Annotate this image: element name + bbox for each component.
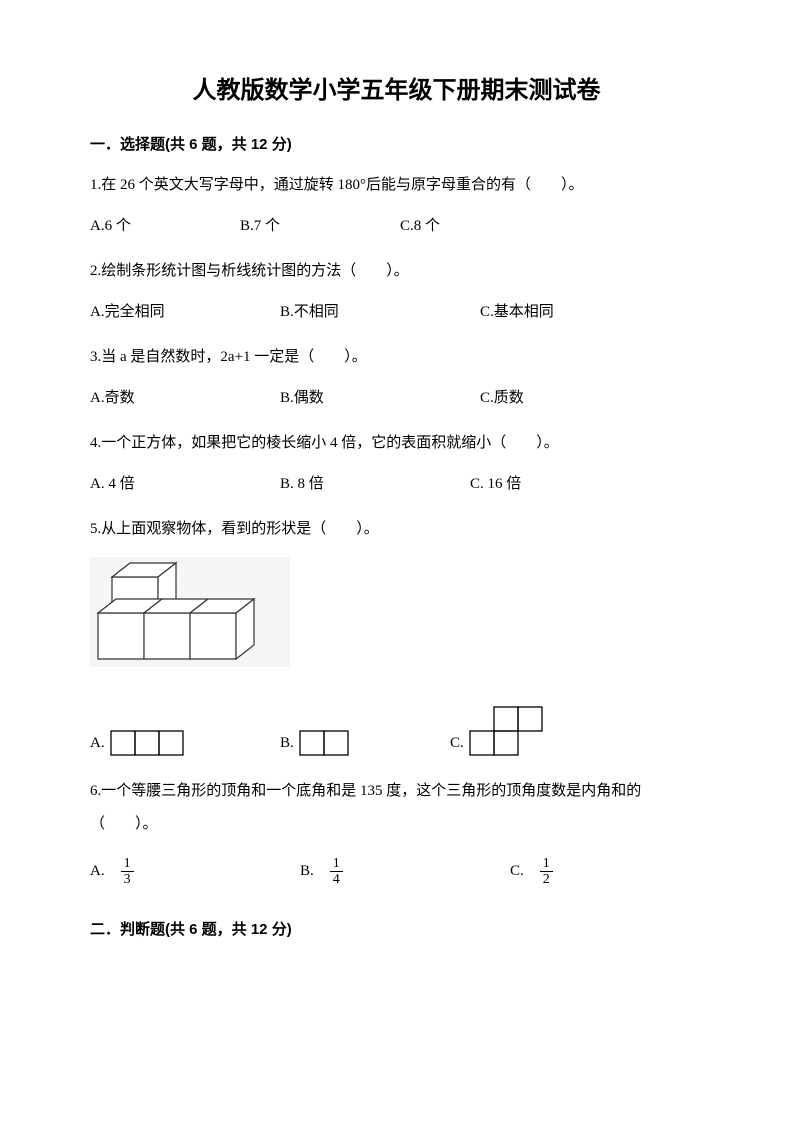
frac-b-den: 4 — [330, 872, 343, 887]
shape-c-svg — [468, 705, 546, 757]
question-6: 6.一个等腰三角形的顶角和一个底角和是 135 度，这个三角形的顶角度数是内角和… — [90, 775, 703, 888]
page-title: 人教版数学小学五年级下册期末测试卷 — [90, 70, 703, 105]
q1-option-c: C.8 个 — [400, 213, 440, 240]
question-2-text: 2.绘制条形统计图与析线统计图的方法（ ）。 — [90, 258, 703, 285]
q5-option-a: A. — [90, 729, 280, 757]
q5-option-b-label: B. — [280, 730, 294, 757]
question-2: 2.绘制条形统计图与析线统计图的方法（ ）。 A.完全相同 B.不相同 C.基本… — [90, 258, 703, 326]
q2-option-a: A.完全相同 — [90, 299, 280, 326]
q6-option-a: A. 1 3 — [90, 855, 300, 888]
question-3-options: A.奇数 B.偶数 C.质数 — [90, 385, 703, 412]
q5-option-c-label: C. — [450, 730, 464, 757]
q1-option-b: B.7 个 — [240, 213, 400, 240]
question-1-options: A.6 个 B.7 个 C.8 个 — [90, 213, 703, 240]
question-3-text: 3.当 a 是自然数时，2a+1 一定是（ ）。 — [90, 344, 703, 371]
question-5: 5.从上面观察物体，看到的形状是（ ）。 — [90, 516, 703, 757]
question-2-options: A.完全相同 B.不相同 C.基本相同 — [90, 299, 703, 326]
question-4: 4.一个正方体，如果把它的棱长缩小 4 倍，它的表面积就缩小（ ）。 A. 4 … — [90, 430, 703, 498]
question-6-options: A. 1 3 B. 1 4 C. 1 2 — [90, 855, 703, 888]
question-4-options: A. 4 倍 B. 8 倍 C. 16 倍 — [90, 471, 703, 498]
shape-b-svg — [298, 729, 352, 757]
section-2-header: 二．判断题(共 6 题，共 12 分) — [90, 918, 703, 939]
question-3: 3.当 a 是自然数时，2a+1 一定是（ ）。 A.奇数 B.偶数 C.质数 — [90, 344, 703, 412]
q6-option-b: B. 1 4 — [300, 855, 510, 888]
q4-option-b: B. 8 倍 — [280, 471, 470, 498]
q2-option-c: C.基本相同 — [480, 299, 554, 326]
shape-a-svg — [109, 729, 187, 757]
question-6-text: 6.一个等腰三角形的顶角和一个底角和是 135 度，这个三角形的顶角度数是内角和… — [90, 775, 703, 841]
q3-option-c: C.质数 — [480, 385, 524, 412]
q3-option-a: A.奇数 — [90, 385, 280, 412]
q2-option-b: B.不相同 — [280, 299, 480, 326]
q1-option-a: A.6 个 — [90, 213, 240, 240]
frac-b-num: 1 — [330, 856, 343, 872]
question-4-text: 4.一个正方体，如果把它的棱长缩小 4 倍，它的表面积就缩小（ ）。 — [90, 430, 703, 457]
cube-3d-figure — [90, 557, 703, 677]
frac-c-den: 2 — [540, 872, 553, 887]
q4-option-c: C. 16 倍 — [470, 471, 521, 498]
q6-option-a-label: A. — [90, 855, 105, 888]
frac-a-num: 1 — [121, 856, 134, 872]
section-1-header: 一．选择题(共 6 题，共 12 分) — [90, 133, 703, 154]
question-5-options: A. B. C. — [90, 705, 703, 757]
question-1: 1.在 26 个英文大写字母中，通过旋转 180°后能与原字母重合的有（ ）。 … — [90, 172, 703, 240]
fraction-c: 1 2 — [540, 856, 553, 888]
question-1-text: 1.在 26 个英文大写字母中，通过旋转 180°后能与原字母重合的有（ ）。 — [90, 172, 703, 199]
q6-option-b-label: B. — [300, 855, 314, 888]
q6-option-c: C. 1 2 — [510, 855, 553, 888]
frac-a-den: 3 — [121, 872, 134, 887]
q4-option-a: A. 4 倍 — [90, 471, 280, 498]
q5-option-a-label: A. — [90, 730, 105, 757]
q5-option-b: B. — [280, 729, 450, 757]
fraction-a: 1 3 — [121, 856, 134, 888]
fraction-b: 1 4 — [330, 856, 343, 888]
cube-svg — [90, 557, 290, 667]
q6-option-c-label: C. — [510, 855, 524, 888]
question-5-text: 5.从上面观察物体，看到的形状是（ ）。 — [90, 516, 703, 543]
q5-option-c: C. — [450, 705, 546, 757]
frac-c-num: 1 — [540, 856, 553, 872]
q3-option-b: B.偶数 — [280, 385, 480, 412]
